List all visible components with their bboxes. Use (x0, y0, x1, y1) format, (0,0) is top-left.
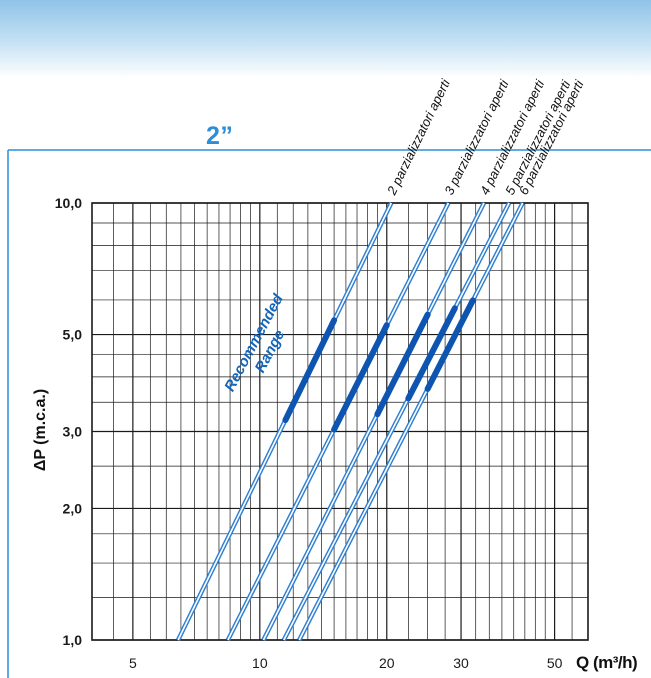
y-tick-label: 1,0 (63, 632, 83, 648)
y-tick-label: 5,0 (63, 327, 83, 343)
recommended-range-segment (331, 322, 390, 433)
series-line-highlight (283, 202, 510, 641)
recommended-range-segment (405, 305, 458, 402)
x-tick-label: 10 (252, 655, 268, 671)
y-tick-label: 3,0 (63, 423, 83, 439)
recommended-range-segment (424, 297, 476, 392)
recommended-range-annotation: Recommended Range (221, 291, 288, 395)
x-tick-label: 50 (547, 655, 563, 671)
plot-border (91, 202, 589, 641)
x-tick-label: 20 (379, 655, 395, 671)
water-drops-banner (0, 0, 651, 78)
series-label: 3 parzializzatori aperti (441, 77, 512, 198)
y-tick-label: 10,0 (55, 195, 82, 211)
series-label: 2 parzializzatori aperti (384, 76, 454, 198)
y-axis-label: ΔP (m.c.a.) (32, 389, 49, 471)
x-axis-label: Q (m³/h) (576, 653, 637, 672)
y-tick-label: 2,0 (63, 500, 83, 516)
recommended-range-segment (282, 317, 338, 424)
axes: 1,0 2,0 3,0 5,0 10,0 5 10 20 30 50 (55, 195, 589, 671)
x-tick-label: 30 (453, 655, 469, 671)
series-line-highlight (262, 202, 485, 641)
series-lines (176, 201, 525, 642)
x-tick-label: 5 (129, 655, 137, 671)
pipe-size-title: 2” (206, 122, 234, 150)
recommended-range-segment (374, 311, 431, 418)
series-line-highlight (298, 202, 524, 641)
